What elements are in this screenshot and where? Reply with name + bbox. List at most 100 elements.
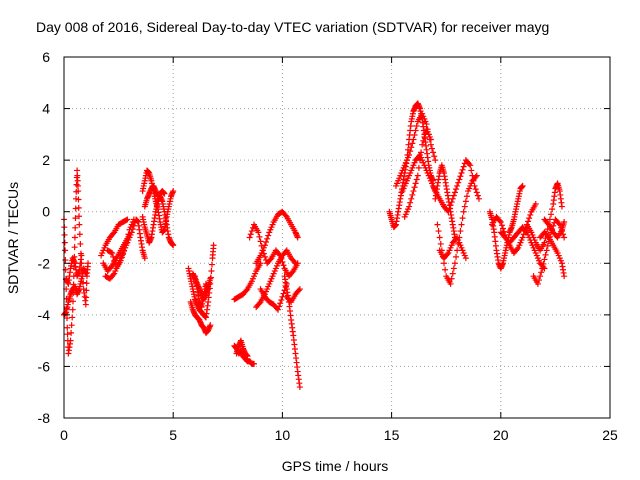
data-point [454,247,461,254]
data-point [519,182,526,189]
x-tick-label: 10 [275,427,291,443]
data-point [122,244,129,251]
data-point [451,260,458,267]
data-point [534,280,541,287]
data-point [435,228,442,235]
x-tick-label: 5 [169,427,177,443]
data-point [83,287,90,294]
y-tick-label: 6 [42,49,50,65]
data-point [451,189,458,196]
data-point [207,275,214,282]
y-tick-label: 2 [42,152,50,168]
data-point [520,231,527,238]
data-point [248,228,255,235]
data-point [406,203,413,210]
data-point [408,195,415,202]
data-point [427,136,434,143]
data-point [414,172,421,179]
data-point [458,170,465,177]
x-tick-label: 20 [493,427,509,443]
data-point [117,257,124,264]
data-point [280,262,287,269]
data-point [522,228,529,235]
data-point [118,254,125,261]
data-point [498,222,505,229]
data-point [264,235,271,242]
data-point [556,221,563,228]
data-point [442,266,449,273]
data-point [170,188,177,195]
data-point [82,270,89,277]
data-point [74,167,81,174]
data-point [210,242,217,249]
data-point [208,261,215,268]
y-tick-label: 4 [42,101,50,117]
data-point [447,280,454,287]
data-point [83,280,90,287]
data-point [409,191,416,198]
data-point [67,337,74,344]
data-point [466,161,473,168]
data-point [75,188,82,195]
data-point [537,273,544,280]
data-point [546,216,553,223]
data-point [437,240,444,247]
data-point [70,298,77,305]
data-point [277,300,284,307]
data-point [430,149,437,156]
data-point [561,219,568,226]
data-point [130,216,137,223]
data-point [244,353,251,360]
data-point [124,235,131,242]
x-tick-label: 25 [602,427,618,443]
data-point [61,231,68,238]
data-point [532,200,539,207]
data-point [544,233,551,240]
data-point [257,238,264,245]
data-point [542,251,549,258]
axes [63,56,611,419]
data-point [457,173,464,180]
data-point [246,234,253,241]
data-point [459,215,466,222]
data-point [561,273,568,280]
data-point [544,242,551,249]
data-point [78,252,85,259]
data-point [61,239,68,246]
data-points [61,100,568,391]
data-point [539,265,546,272]
data-point [280,290,287,297]
data-point [76,221,83,228]
tick-labels: 0 5 10 15 20 25 -8 -6 -4 -2 0 2 4 6 [38,49,618,443]
data-point [541,256,548,263]
data-point [499,225,506,232]
data-point [161,190,168,197]
data-point [429,145,436,152]
data-point [170,242,177,249]
data-point [85,260,92,267]
data-point [411,132,418,139]
plot-frame [63,56,611,419]
data-point [121,248,128,255]
data-point [73,181,80,188]
data-point [75,204,82,211]
data-point [408,144,415,151]
data-point [410,136,417,143]
data-point [467,162,474,169]
data-point [76,213,83,220]
data-point [83,294,90,301]
data-point [64,324,71,331]
data-point [71,234,78,241]
data-point [446,205,453,212]
data-point [76,231,83,238]
data-point [256,233,263,240]
data-point [276,303,283,310]
data-point [420,137,427,144]
data-point [448,275,455,282]
data-point [410,188,417,195]
data-point [407,199,414,206]
data-point [278,297,285,304]
data-point [471,182,478,189]
data-point [296,286,303,293]
data-point [74,182,81,189]
